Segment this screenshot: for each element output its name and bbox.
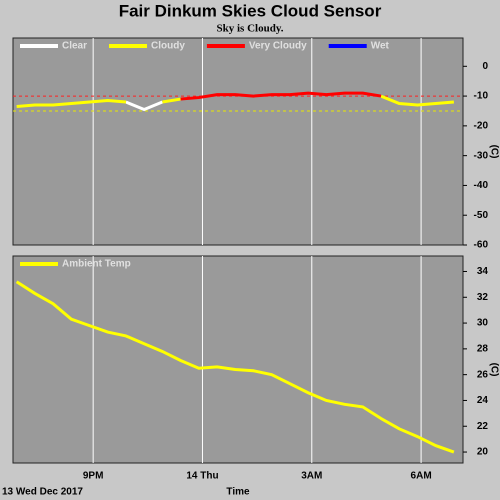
x-tick-label: 14 Thu xyxy=(186,471,218,482)
series-line xyxy=(15,280,455,454)
legend-label: Ambient Temp xyxy=(62,259,131,270)
y-tick-label: -10 xyxy=(474,91,489,102)
x-tick-label: 6AM xyxy=(411,471,432,482)
y-axis-label: (C) xyxy=(488,363,499,377)
y-tick-label: -20 xyxy=(474,121,489,132)
series-line xyxy=(16,99,127,108)
series-line xyxy=(180,91,382,101)
legend-label: Clear xyxy=(62,41,87,52)
series-line xyxy=(125,100,163,112)
y-tick-label: -30 xyxy=(474,150,489,161)
y-tick-label: -50 xyxy=(474,210,489,221)
legend-label: Wet xyxy=(371,41,390,52)
x-tick-label: 3AM xyxy=(301,471,322,482)
series-line xyxy=(162,97,181,104)
start-label: 13 Wed Dec 2017 xyxy=(2,487,83,498)
chart-title: Fair Dinkum Skies Cloud Sensor xyxy=(119,1,382,20)
plot-area xyxy=(12,255,464,464)
x-tick-label: 9PM xyxy=(83,471,104,482)
y-tick-label: 0 xyxy=(482,61,488,72)
legend-label: Very Cloudy xyxy=(249,41,307,52)
y-tick-label: -40 xyxy=(474,180,489,191)
plot-area xyxy=(12,37,464,246)
chart-subtitle: Sky is Cloudy. xyxy=(217,23,284,35)
y-tick-label: -60 xyxy=(474,240,489,251)
series-line xyxy=(380,94,455,107)
y-tick-label: 20 xyxy=(477,447,489,458)
y-axis-label: (C) xyxy=(488,145,499,159)
y-tick-label: 26 xyxy=(477,369,489,380)
legend-label: Cloudy xyxy=(151,41,185,52)
x-axis-label: Time xyxy=(226,487,250,498)
y-tick-label: 24 xyxy=(477,395,489,406)
y-tick-label: 28 xyxy=(477,344,489,355)
y-tick-label: 34 xyxy=(477,266,489,277)
y-tick-label: 22 xyxy=(477,421,489,432)
y-tick-label: 30 xyxy=(477,318,489,329)
y-tick-label: 32 xyxy=(477,292,489,303)
